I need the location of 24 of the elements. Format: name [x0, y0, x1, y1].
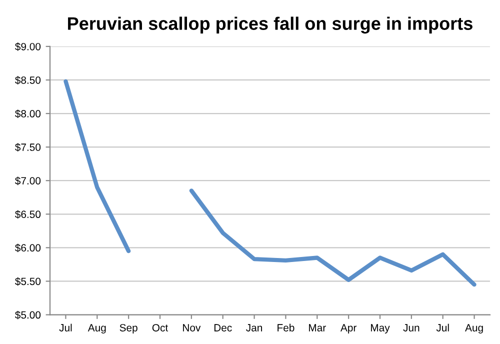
x-tick-label: Jul	[436, 324, 449, 332]
y-tick-label: $5.50	[15, 277, 41, 286]
x-tick-label: Jul	[59, 324, 72, 332]
x-tick-label: Apr	[340, 324, 357, 334]
x-tick-label: Aug	[88, 324, 106, 334]
y-tick-label: $8.50	[15, 76, 41, 84]
x-tick-label: Feb	[278, 324, 294, 332]
y-tick-label: $8.00	[15, 110, 41, 118]
x-tick-label: Jun	[403, 324, 420, 332]
y-tick-label: $9.00	[15, 42, 41, 51]
x-tick-label: Jan	[246, 324, 262, 332]
y-tick-label: $6.00	[15, 244, 41, 252]
y-tick-label: $7.50	[15, 143, 41, 152]
x-tick-label: May	[371, 324, 390, 334]
x-tick-label: Dec	[214, 324, 232, 332]
x-tick-label: Nov	[183, 324, 201, 332]
x-tick-label: Oct	[152, 324, 168, 332]
y-tick-label: $6.50	[15, 210, 41, 219]
y-tick-label: $7.00	[15, 176, 41, 186]
y-tick-label: $5.00	[15, 310, 41, 320]
x-tick-label: Aug	[465, 324, 483, 334]
x-tick-label: Sep	[120, 324, 138, 334]
x-tick-label: Mar	[309, 324, 326, 332]
chart-title: Peruvian scallop prices fall on surge in imports	[68, 16, 472, 34]
